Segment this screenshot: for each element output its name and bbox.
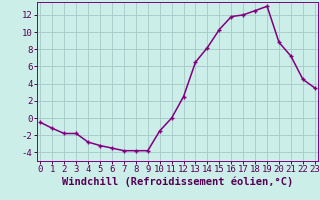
X-axis label: Windchill (Refroidissement éolien,°C): Windchill (Refroidissement éolien,°C) — [62, 177, 293, 187]
